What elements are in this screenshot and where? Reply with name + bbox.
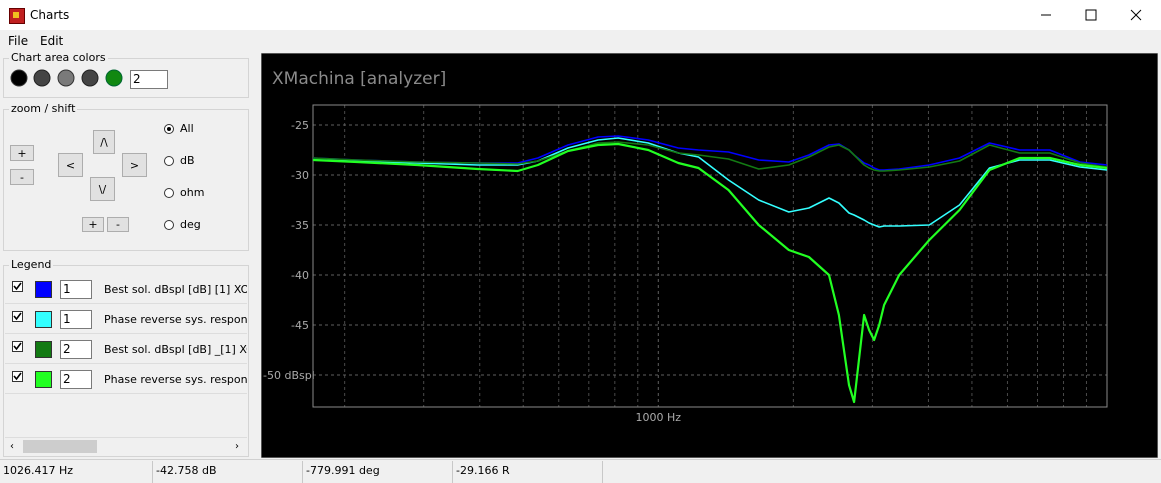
radio-button[interactable] <box>164 156 174 166</box>
y-tick-label: -25 <box>291 119 309 132</box>
legend-swatch <box>35 281 52 298</box>
radio-label: ohm <box>180 186 205 199</box>
radio-button[interactable] <box>164 220 174 230</box>
chart-title: XMachina [analyzer] <box>272 69 446 89</box>
legend-spinner[interactable]: 2 <box>60 370 92 389</box>
status-db: -42.758 dB <box>152 461 302 483</box>
window-title: Charts <box>30 8 70 22</box>
radio-button[interactable] <box>164 124 174 134</box>
legend-name: Best sol. dBspl [dB] _[1] XO de <box>104 343 247 356</box>
y-tick-label: -30 <box>291 169 309 182</box>
small-minus-button[interactable]: - <box>107 217 129 232</box>
series-line <box>312 135 1108 171</box>
color-swatches[interactable] <box>0 68 130 90</box>
plot-frame <box>312 104 1108 408</box>
x-tick-label: 1000 Hz <box>636 411 682 424</box>
legend-group: 2 <box>63 342 71 356</box>
radio-button[interactable] <box>164 188 174 198</box>
legend-label: Legend <box>9 258 54 271</box>
radio-dot <box>167 127 171 131</box>
radio-label: deg <box>180 218 201 231</box>
legend-row: 1 Phase reverse sys. response ( <box>5 305 247 334</box>
legend-spinner[interactable]: 1 <box>60 280 92 299</box>
chart: XMachina [analyzer] 1000 Hz -25 -30 -35 -40 -… <box>261 53 1158 458</box>
series-line <box>312 137 1108 228</box>
y-tick-label: -45 <box>291 319 309 332</box>
small-plus-button[interactable]: + <box>82 217 104 232</box>
shift-down-button[interactable]: \/ <box>90 177 115 201</box>
colors-label: Chart area colors <box>9 51 108 64</box>
legend-checkbox[interactable] <box>12 281 23 292</box>
colors-spinner[interactable]: 2 <box>130 70 168 89</box>
legend-checkbox[interactable] <box>12 311 23 322</box>
zoom-label: zoom / shift <box>9 102 78 115</box>
legend-group: 1 <box>63 282 71 296</box>
y-tick-label: -40 <box>291 269 309 282</box>
h-scrollbar[interactable]: ‹ › <box>5 437 247 455</box>
status-frequency: 1026.417 Hz <box>3 464 74 477</box>
legend-row: 2 Best sol. dBspl [dB] _[1] XO de <box>5 335 247 364</box>
legend-swatch <box>35 311 52 328</box>
status-divider <box>0 459 1161 460</box>
legend-name: Phase reverse sys. response ( <box>104 313 247 326</box>
zoom-in-button[interactable]: + <box>10 145 34 161</box>
shift-left-button[interactable]: < <box>58 153 83 177</box>
y-tick-label: -50 dBspl <box>263 369 315 382</box>
title-bar: Charts <box>0 0 1161 30</box>
legend-spinner[interactable]: 2 <box>60 340 92 359</box>
radio-label: dB <box>180 154 195 167</box>
spinner-value: 2 <box>133 72 141 86</box>
app-icon <box>9 8 25 24</box>
legend-checkbox[interactable] <box>12 371 23 382</box>
menu-edit[interactable]: Edit <box>40 34 64 48</box>
status-empty <box>602 461 1161 483</box>
legend-spinner[interactable]: 1 <box>60 310 92 329</box>
colors-group <box>3 58 249 98</box>
legend-group: 2 <box>63 372 71 386</box>
legend-group <box>3 265 249 457</box>
series-line <box>312 141 1108 172</box>
legend-group: 1 <box>63 312 71 326</box>
legend-row: 1 Best sol. dBspl [dB] [1] XO des <box>5 275 247 304</box>
status-deg: -779.991 deg <box>302 461 452 483</box>
legend-row: 2 Phase reverse sys. response ( <box>5 365 247 394</box>
menu-file[interactable]: File <box>8 34 29 48</box>
status-ohm: -29.166 R <box>452 461 602 483</box>
shift-right-button[interactable]: > <box>122 153 147 177</box>
zoom-out-button[interactable]: - <box>10 169 34 185</box>
series-line <box>312 142 1108 404</box>
radio-label: All <box>180 122 194 135</box>
legend-name: Phase reverse sys. response ( <box>104 373 247 386</box>
legend-swatch <box>35 371 52 388</box>
legend-name: Best sol. dBspl [dB] [1] XO des <box>104 283 247 296</box>
zoom-group <box>3 109 249 251</box>
legend-swatch <box>35 341 52 358</box>
window-controls[interactable] <box>1030 0 1161 30</box>
legend-checkbox[interactable] <box>12 341 23 352</box>
y-tick-label: -35 <box>291 219 309 232</box>
legend-list: 1 Best sol. dBspl [dB] [1] XO des 1 Phase r… <box>5 273 247 435</box>
shift-up-button[interactable]: /\ <box>93 130 115 154</box>
